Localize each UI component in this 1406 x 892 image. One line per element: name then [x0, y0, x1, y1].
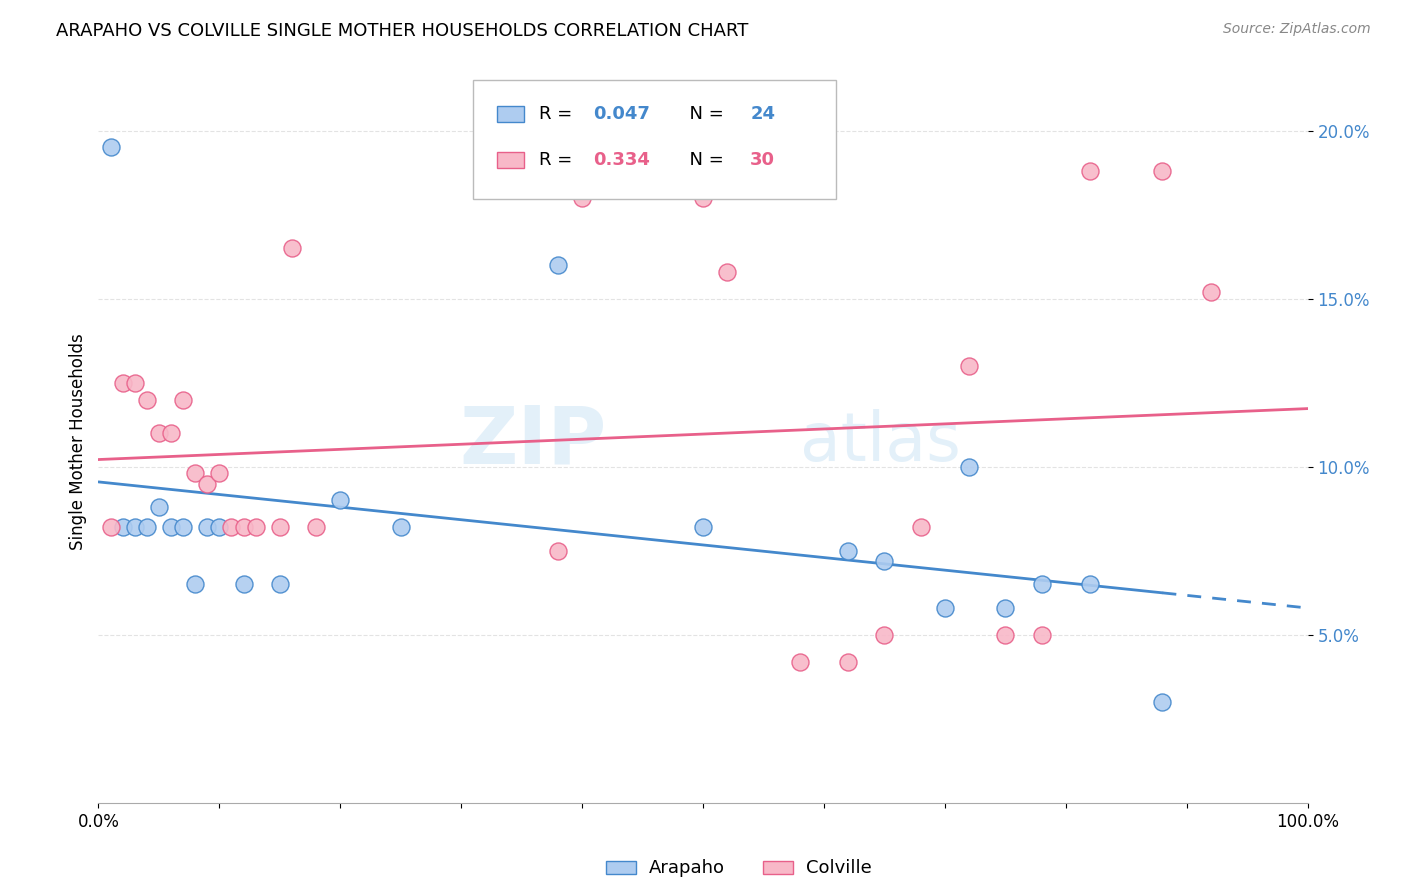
Text: 24: 24: [751, 105, 775, 123]
Text: Arapaho: Arapaho: [648, 859, 724, 877]
Point: [208, 520, 231, 534]
Text: 30: 30: [751, 151, 775, 169]
Point: [1031, 577, 1053, 591]
Point: [184, 467, 207, 481]
Text: N =: N =: [678, 151, 730, 169]
Point: [329, 493, 352, 508]
Point: [873, 628, 896, 642]
Point: [1199, 285, 1222, 299]
Point: [245, 520, 267, 534]
Text: R =: R =: [538, 151, 578, 169]
Text: ARAPAHO VS COLVILLE SINGLE MOTHER HOUSEHOLDS CORRELATION CHART: ARAPAHO VS COLVILLE SINGLE MOTHER HOUSEH…: [56, 22, 748, 40]
Point: [124, 376, 146, 390]
Point: [957, 459, 980, 474]
Point: [1078, 164, 1101, 178]
Text: N =: N =: [678, 105, 730, 123]
Point: [281, 241, 304, 255]
Text: 0.047: 0.047: [593, 105, 650, 123]
Text: ZIP: ZIP: [458, 402, 606, 481]
Point: [172, 520, 194, 534]
Point: [184, 577, 207, 591]
Point: [547, 258, 569, 272]
Point: [571, 191, 593, 205]
Point: [100, 520, 122, 534]
Point: [124, 520, 146, 534]
Point: [934, 600, 956, 615]
Point: [195, 476, 218, 491]
Point: [957, 359, 980, 373]
Point: [160, 426, 183, 441]
FancyBboxPatch shape: [498, 152, 524, 168]
FancyBboxPatch shape: [763, 862, 793, 874]
Point: [148, 500, 170, 514]
Text: 0.334: 0.334: [593, 151, 650, 169]
Point: [837, 655, 859, 669]
Point: [221, 520, 243, 534]
FancyBboxPatch shape: [474, 80, 837, 200]
Point: [1152, 695, 1174, 709]
Point: [837, 543, 859, 558]
Point: [692, 191, 714, 205]
Point: [135, 520, 157, 534]
FancyBboxPatch shape: [606, 862, 636, 874]
Point: [910, 520, 932, 534]
Point: [1152, 164, 1174, 178]
Point: [716, 265, 738, 279]
Point: [111, 520, 134, 534]
Point: [111, 376, 134, 390]
Point: [208, 467, 231, 481]
Point: [547, 543, 569, 558]
Point: [873, 554, 896, 568]
Point: [692, 520, 714, 534]
Text: Source: ZipAtlas.com: Source: ZipAtlas.com: [1223, 22, 1371, 37]
Point: [148, 426, 170, 441]
Point: [994, 628, 1017, 642]
Point: [232, 520, 254, 534]
Text: Colville: Colville: [806, 859, 872, 877]
Point: [100, 140, 122, 154]
Point: [305, 520, 328, 534]
Point: [160, 520, 183, 534]
Point: [232, 577, 254, 591]
Point: [269, 577, 291, 591]
Text: R =: R =: [538, 105, 578, 123]
Point: [994, 600, 1017, 615]
Point: [195, 520, 218, 534]
Y-axis label: Single Mother Households: Single Mother Households: [69, 334, 87, 549]
Point: [135, 392, 157, 407]
Point: [1031, 628, 1053, 642]
Point: [269, 520, 291, 534]
Text: atlas: atlas: [800, 409, 960, 475]
Point: [389, 520, 412, 534]
Point: [1078, 577, 1101, 591]
FancyBboxPatch shape: [498, 106, 524, 122]
Point: [172, 392, 194, 407]
Point: [789, 655, 811, 669]
